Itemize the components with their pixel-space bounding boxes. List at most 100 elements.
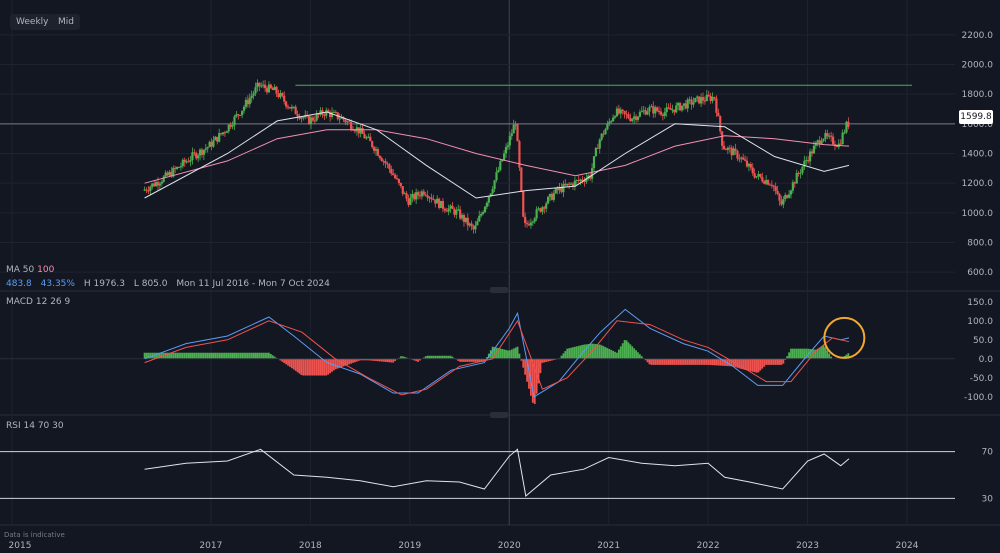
candle-body — [397, 179, 401, 183]
candle-body — [766, 180, 770, 185]
candle-body — [782, 199, 785, 205]
candle-body — [221, 132, 225, 135]
candle-body — [761, 176, 764, 182]
candle-body — [759, 173, 762, 177]
candle-body — [566, 183, 569, 186]
candle-body — [459, 209, 462, 219]
candle-body — [457, 209, 460, 211]
candle-body — [503, 153, 506, 160]
candle-body — [732, 148, 735, 156]
macd-histogram-bar — [790, 348, 792, 359]
candle-body — [675, 105, 678, 113]
candle-body — [281, 93, 284, 96]
macd-histogram-bar — [736, 358, 739, 368]
candle-body — [241, 110, 244, 116]
macd-histogram-bar — [310, 358, 312, 376]
candle-body — [468, 223, 471, 226]
candle-body — [726, 147, 729, 150]
macd-histogram-bar — [648, 358, 651, 365]
macd-histogram-bar — [702, 358, 704, 365]
ma-legend[interactable]: MA 50 100 — [6, 265, 54, 275]
candle-body — [585, 178, 588, 182]
candle-body — [562, 183, 565, 193]
macd-histogram-bar — [354, 358, 356, 363]
macd-histogram-bar — [256, 352, 259, 359]
x-tick-label: 2019 — [398, 541, 421, 551]
macd-histogram-bar — [271, 355, 274, 359]
interval-selector[interactable]: Weekly — [10, 14, 55, 30]
macd-histogram-bar — [610, 349, 613, 359]
macd-histogram-bar — [696, 358, 699, 365]
macd-histogram-bar — [814, 349, 817, 359]
macd-legend[interactable]: MACD 12 26 9 — [6, 297, 70, 307]
macd-histogram-bar — [390, 358, 393, 363]
candle-body — [239, 115, 242, 117]
candle-body — [673, 109, 676, 113]
candle-body — [449, 205, 452, 209]
candle-body — [227, 124, 230, 132]
candle-body — [642, 110, 645, 112]
ma50-line — [144, 111, 850, 199]
candle-body — [776, 190, 779, 194]
candle-body — [650, 106, 653, 108]
macd-histogram-bar — [369, 358, 372, 361]
candle-body — [179, 166, 183, 168]
candle-body — [535, 209, 538, 219]
candle-body — [556, 188, 559, 191]
candle-body — [560, 187, 563, 193]
ma-value-1: 483.8 — [6, 279, 32, 289]
macd-histogram-bar — [751, 358, 754, 372]
macd-histogram-bar — [568, 348, 571, 359]
candle-body — [810, 151, 814, 154]
candle-body — [625, 113, 628, 115]
macd-histogram-bar — [298, 358, 301, 374]
macd-histogram-bar — [264, 352, 266, 359]
candle-body — [629, 118, 632, 121]
macd-histogram-bar — [241, 352, 244, 359]
macd-histogram-bar — [378, 358, 381, 362]
ma-period-50: 50 — [22, 265, 35, 275]
macd-histogram-bar — [596, 344, 599, 359]
rsi-tick-label: 70 — [982, 448, 994, 458]
macd-histogram-bar — [199, 352, 201, 359]
macd-histogram-bar — [329, 358, 331, 374]
candle-body — [365, 137, 368, 139]
macd-histogram-bar — [816, 348, 819, 359]
price-type-selector[interactable]: Mid — [52, 14, 80, 30]
candle-body — [162, 176, 165, 182]
candle-body — [399, 182, 402, 187]
macd-histogram-bar — [486, 357, 488, 359]
macd-histogram-bar — [818, 347, 821, 359]
macd-signal: 9 — [64, 297, 71, 307]
candle-body — [533, 218, 536, 222]
pane-resize-handle — [490, 412, 508, 418]
macd-histogram-bar — [581, 344, 584, 359]
candle-body — [564, 183, 567, 186]
macd-histogram-bar — [222, 352, 224, 359]
candle-body — [407, 198, 410, 205]
macd-histogram-bar — [629, 344, 632, 359]
macd-histogram-bar — [746, 358, 748, 371]
macd-histogram-bar — [321, 358, 324, 376]
macd-histogram-bar — [365, 358, 368, 361]
macd-histogram-bar — [583, 344, 586, 359]
macd-histogram-bar — [791, 348, 794, 359]
macd-histogram-bar — [625, 340, 628, 359]
macd-histogram-bar — [805, 348, 808, 359]
macd-histogram-bar — [357, 358, 360, 361]
candle-body — [275, 86, 278, 94]
candle-body — [214, 136, 217, 141]
macd-histogram-bar — [749, 358, 752, 372]
candle-body — [478, 215, 481, 222]
macd-histogram-bar — [348, 358, 351, 365]
candle-body — [765, 180, 768, 184]
macd-histogram-bar — [382, 358, 385, 362]
macd-histogram-bar — [788, 352, 790, 359]
rsi-legend[interactable]: RSI 14 70 30 — [6, 421, 64, 431]
y-tick-label: 600.0 — [967, 268, 993, 278]
macd-histogram-bar — [193, 352, 196, 359]
candle-body — [652, 106, 655, 114]
macd-histogram-bar — [166, 352, 169, 359]
macd-histogram-bar — [709, 358, 712, 366]
